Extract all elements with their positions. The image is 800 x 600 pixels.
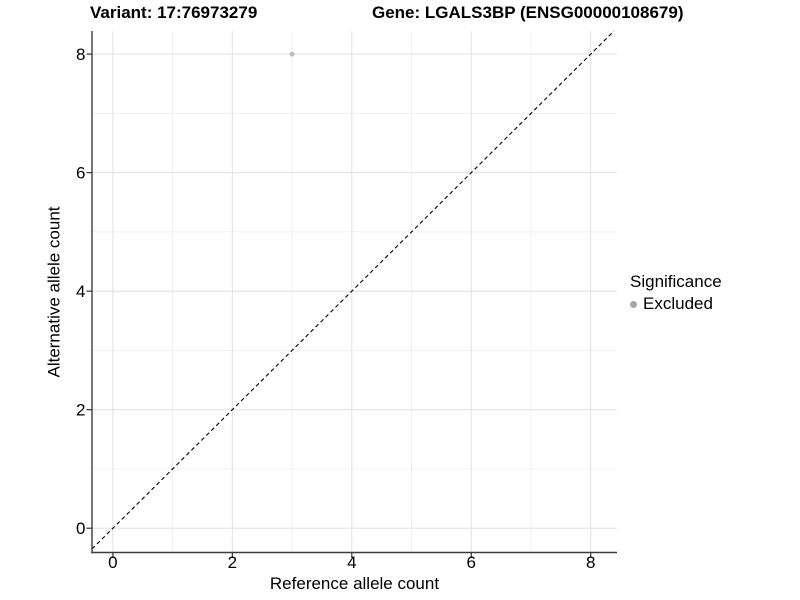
y-tick-label-0: 0 bbox=[76, 519, 85, 538]
x-tick-label-4: 4 bbox=[347, 553, 356, 572]
y-tick-label-6: 6 bbox=[76, 164, 85, 183]
x-axis-title: Reference allele count bbox=[269, 574, 440, 593]
y-tick-label-4: 4 bbox=[76, 282, 85, 301]
variant-title: Variant: 17:76973279 bbox=[90, 3, 258, 22]
x-tick-label-8: 8 bbox=[586, 553, 595, 572]
legend-title: Significance bbox=[630, 272, 722, 291]
legend-item-label: Excluded bbox=[643, 294, 713, 314]
legend-item-excluded: Excluded bbox=[630, 294, 722, 314]
identity-reference-line bbox=[91, 30, 615, 550]
x-tick-label-0: 0 bbox=[108, 553, 117, 572]
y-axis-title: Alternative allele count bbox=[44, 206, 64, 378]
excluded-point-icon bbox=[630, 301, 637, 309]
y-tick-label-8: 8 bbox=[76, 45, 85, 64]
gene-title: Gene: LGALS3BP (ENSG00000108679) bbox=[372, 3, 684, 22]
x-tick-label-6: 6 bbox=[467, 553, 476, 572]
legend: Significance Excluded bbox=[630, 272, 722, 315]
data-point-excluded bbox=[289, 51, 295, 57]
x-tick-label-2: 2 bbox=[228, 553, 237, 572]
y-tick-label-2: 2 bbox=[76, 401, 85, 420]
